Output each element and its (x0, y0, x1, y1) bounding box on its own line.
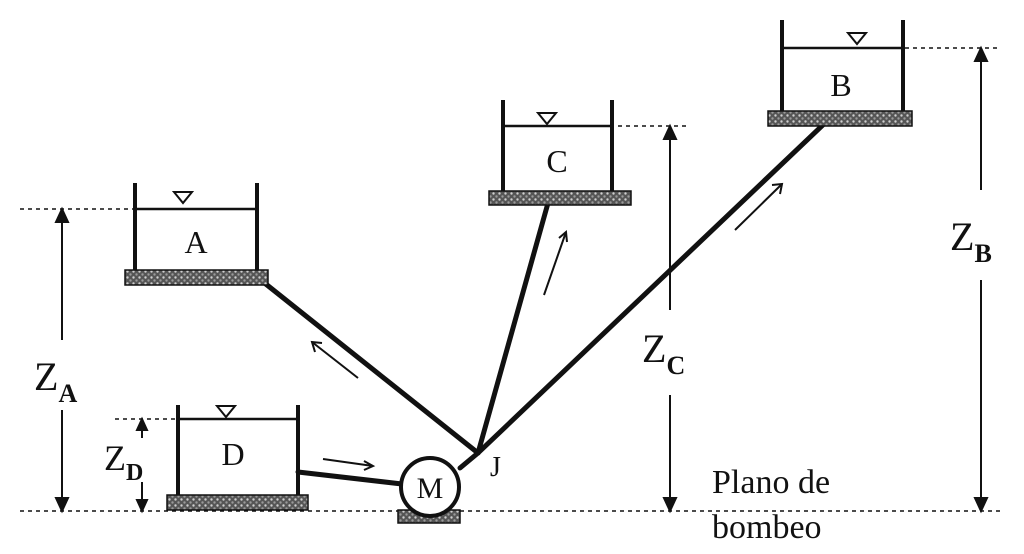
flow-arrow-to-c (543, 231, 567, 296)
zd-arrowhead-up (135, 416, 149, 431)
flow-arrow-to-b (734, 183, 783, 231)
pipe-b-j (475, 119, 829, 456)
pipe-m-j (457, 450, 481, 471)
zb-arrowhead-up (973, 45, 989, 62)
zc-arrowhead-up (662, 123, 678, 140)
tank-c: C (488, 100, 632, 206)
datum-label-line1: Plano de (712, 464, 830, 501)
pump-label: M (417, 472, 444, 505)
tank-a: A (124, 183, 269, 286)
za-label: ZA (34, 354, 77, 408)
flow-arrow-to-m (322, 458, 374, 467)
zd-arrowhead-down (135, 499, 149, 514)
tank-d-base (166, 494, 309, 511)
tank-a-label: A (184, 224, 207, 260)
flow-arrowhead-to-a (310, 340, 323, 353)
zb-arrowhead-down (973, 497, 989, 514)
zc-label: ZC (642, 326, 685, 380)
datum-label-line2: bombeo (712, 509, 822, 546)
tank-c-level-triangle-icon (535, 112, 559, 126)
tank-b: B (767, 20, 913, 127)
flow-arrowhead-to-b (771, 182, 784, 195)
tank-b-level-triangle-icon (845, 32, 869, 46)
flow-arrows (310, 182, 784, 471)
junction-label: J (490, 452, 501, 483)
za-arrowhead-down (54, 497, 70, 514)
flow-arrowhead-to-m (363, 460, 376, 471)
za-arrowhead-up (54, 206, 70, 223)
tank-d: D (166, 405, 309, 511)
tank-c-label: C (546, 143, 567, 179)
tank-d-label: D (221, 436, 244, 472)
reference-lines (20, 47, 1000, 512)
tank-d-level-triangle-icon (214, 405, 238, 419)
tank-a-base (124, 269, 269, 286)
flow-arrowhead-to-c (558, 229, 568, 243)
pipe-c-j (475, 200, 551, 456)
tank-b-base (767, 110, 913, 127)
tank-c-base (488, 190, 632, 206)
dimension-arrows (54, 45, 989, 514)
pipes (259, 119, 829, 487)
pipe-a-j (259, 278, 481, 456)
zc-arrowhead-down (662, 497, 678, 514)
tank-b-label: B (830, 67, 851, 103)
zb-label: ZB (950, 214, 992, 268)
pump-icon (399, 456, 461, 518)
flow-arrow-to-a (311, 341, 359, 379)
tank-a-level-triangle-icon (171, 191, 195, 205)
pump: M (397, 456, 461, 524)
zd-label: ZD (104, 438, 143, 486)
pipe-d-m (295, 469, 405, 487)
